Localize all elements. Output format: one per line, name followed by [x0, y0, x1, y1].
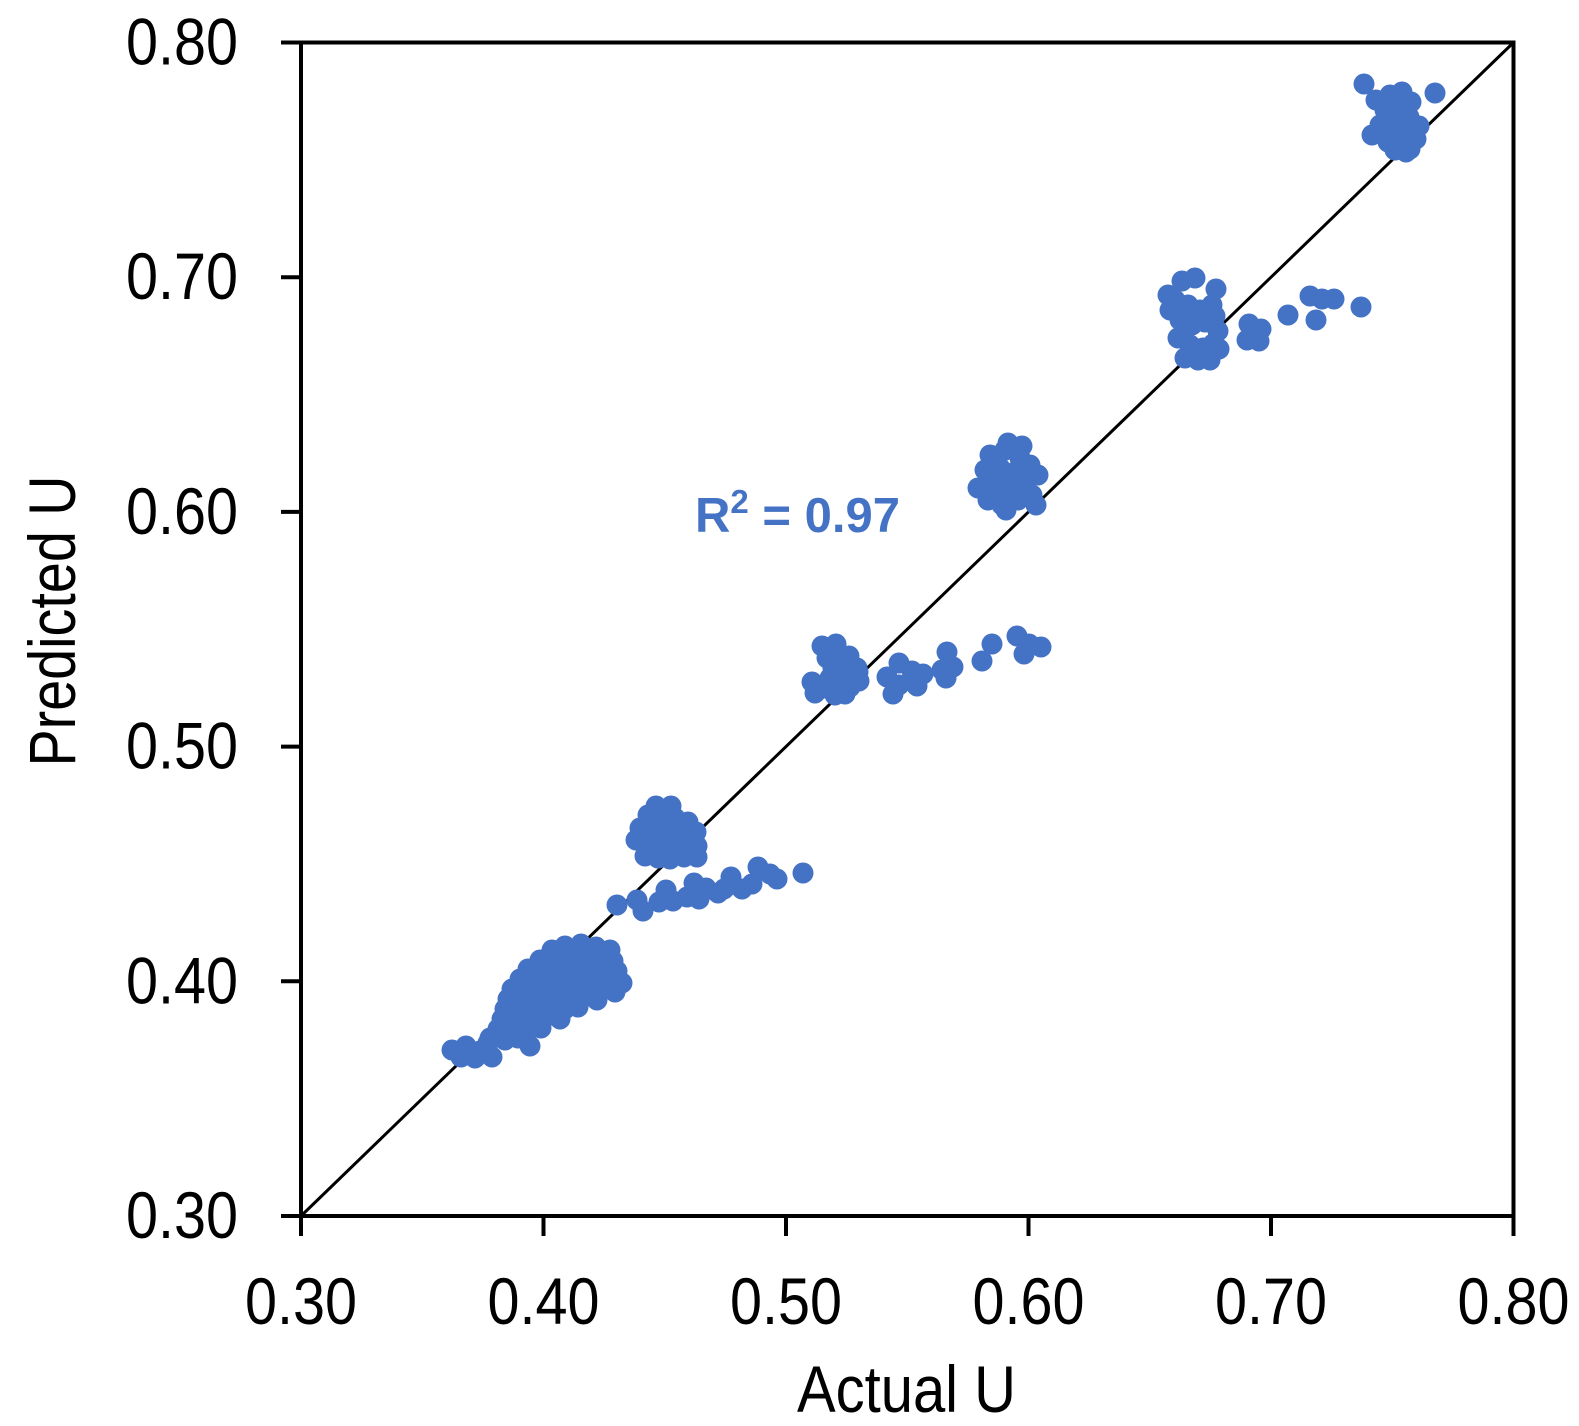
svg-text:0.70: 0.70 [126, 239, 238, 313]
svg-text:0.30: 0.30 [245, 1264, 357, 1338]
svg-text:0.50: 0.50 [126, 709, 238, 783]
svg-text:0.60: 0.60 [973, 1264, 1085, 1338]
svg-text:0.40: 0.40 [488, 1264, 600, 1338]
svg-text:0.30: 0.30 [126, 1178, 238, 1252]
svg-text:0.80: 0.80 [126, 5, 238, 79]
svg-text:0.50: 0.50 [730, 1264, 842, 1338]
svg-text:0.60: 0.60 [126, 474, 238, 548]
svg-text:R2 = 0.97: R2 = 0.97 [695, 483, 900, 543]
svg-text:Actual U: Actual U [797, 1352, 1016, 1426]
svg-text:0.70: 0.70 [1215, 1264, 1327, 1338]
svg-text:Predicted U: Predicted U [15, 476, 89, 767]
svg-text:0.40: 0.40 [126, 943, 238, 1017]
svg-text:0.80: 0.80 [1458, 1264, 1570, 1338]
